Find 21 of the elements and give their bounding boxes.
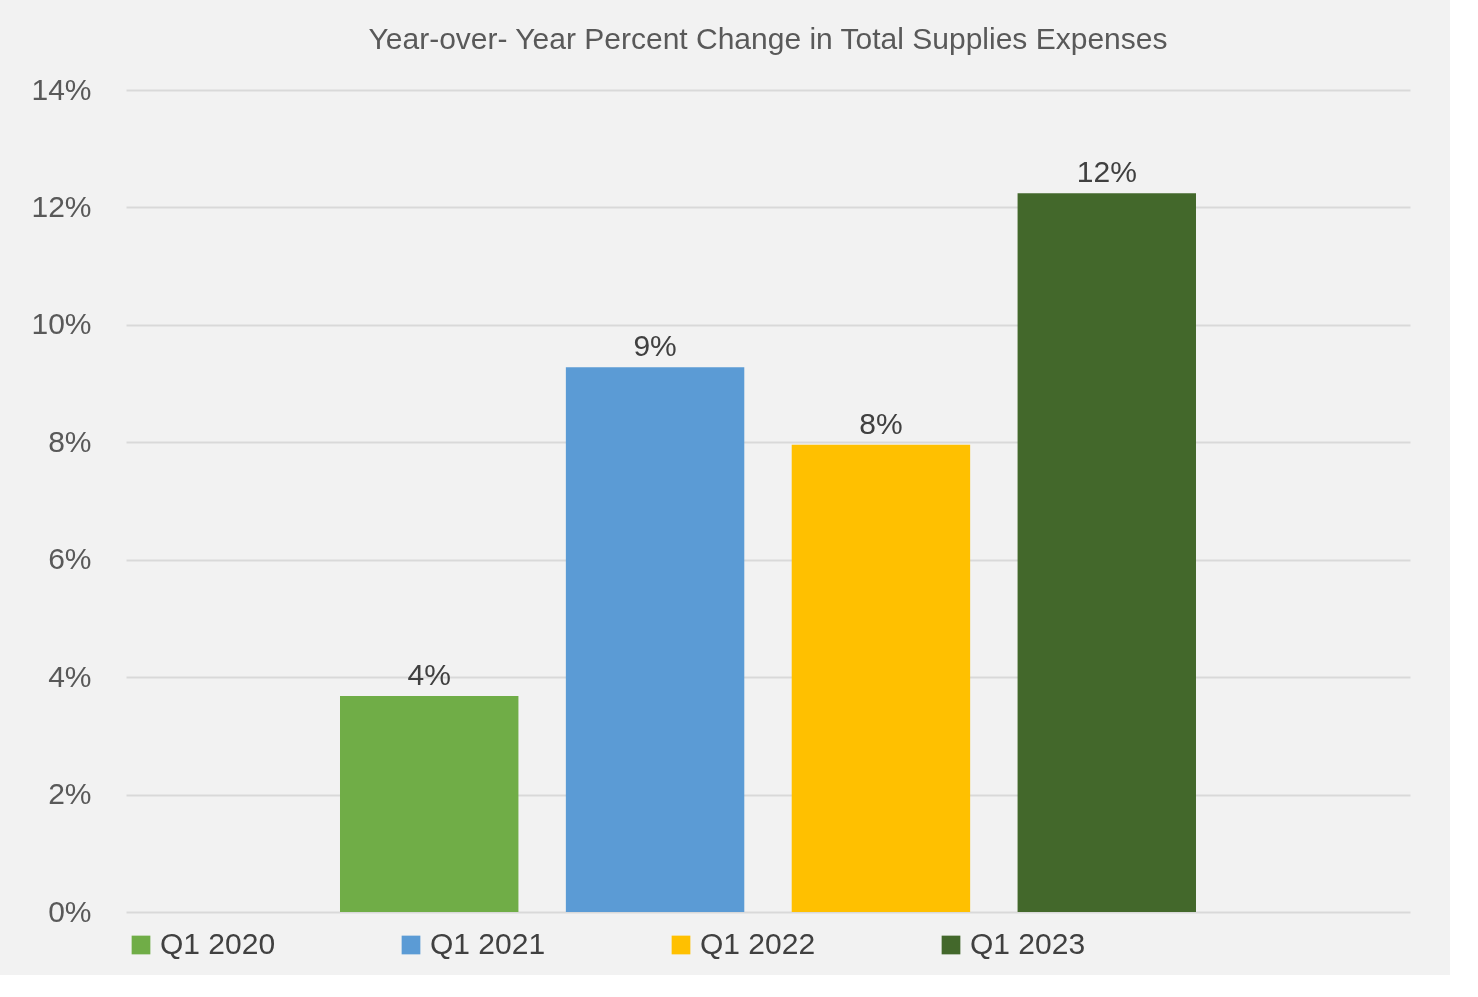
y-tick-label: 10% <box>31 307 92 341</box>
legend-label: Q1 2020 <box>160 927 276 960</box>
y-tick-label: 4% <box>48 659 92 693</box>
bar <box>340 695 519 912</box>
bar <box>1017 193 1196 912</box>
y-tick-label: 14% <box>31 72 92 106</box>
data-label: 9% <box>633 329 677 363</box>
data-label: 12% <box>1076 155 1137 189</box>
y-tick-label: 6% <box>48 542 92 576</box>
y-tick-label: 2% <box>48 777 92 811</box>
data-label: 8% <box>859 406 903 440</box>
y-tick-label: 0% <box>48 894 92 928</box>
bar <box>791 444 971 912</box>
bar <box>565 367 745 912</box>
legend-label: Q1 2021 <box>430 927 546 960</box>
chart-title: Year-over- Year Percent Change in Total Supplies Expenses <box>368 22 1168 55</box>
y-tick-label: 12% <box>31 189 92 223</box>
legend-label: Q1 2022 <box>700 927 816 960</box>
y-tick-label: 8% <box>48 424 92 458</box>
legend-label: Q1 2023 <box>970 927 1086 960</box>
data-label: 4% <box>407 657 451 691</box>
